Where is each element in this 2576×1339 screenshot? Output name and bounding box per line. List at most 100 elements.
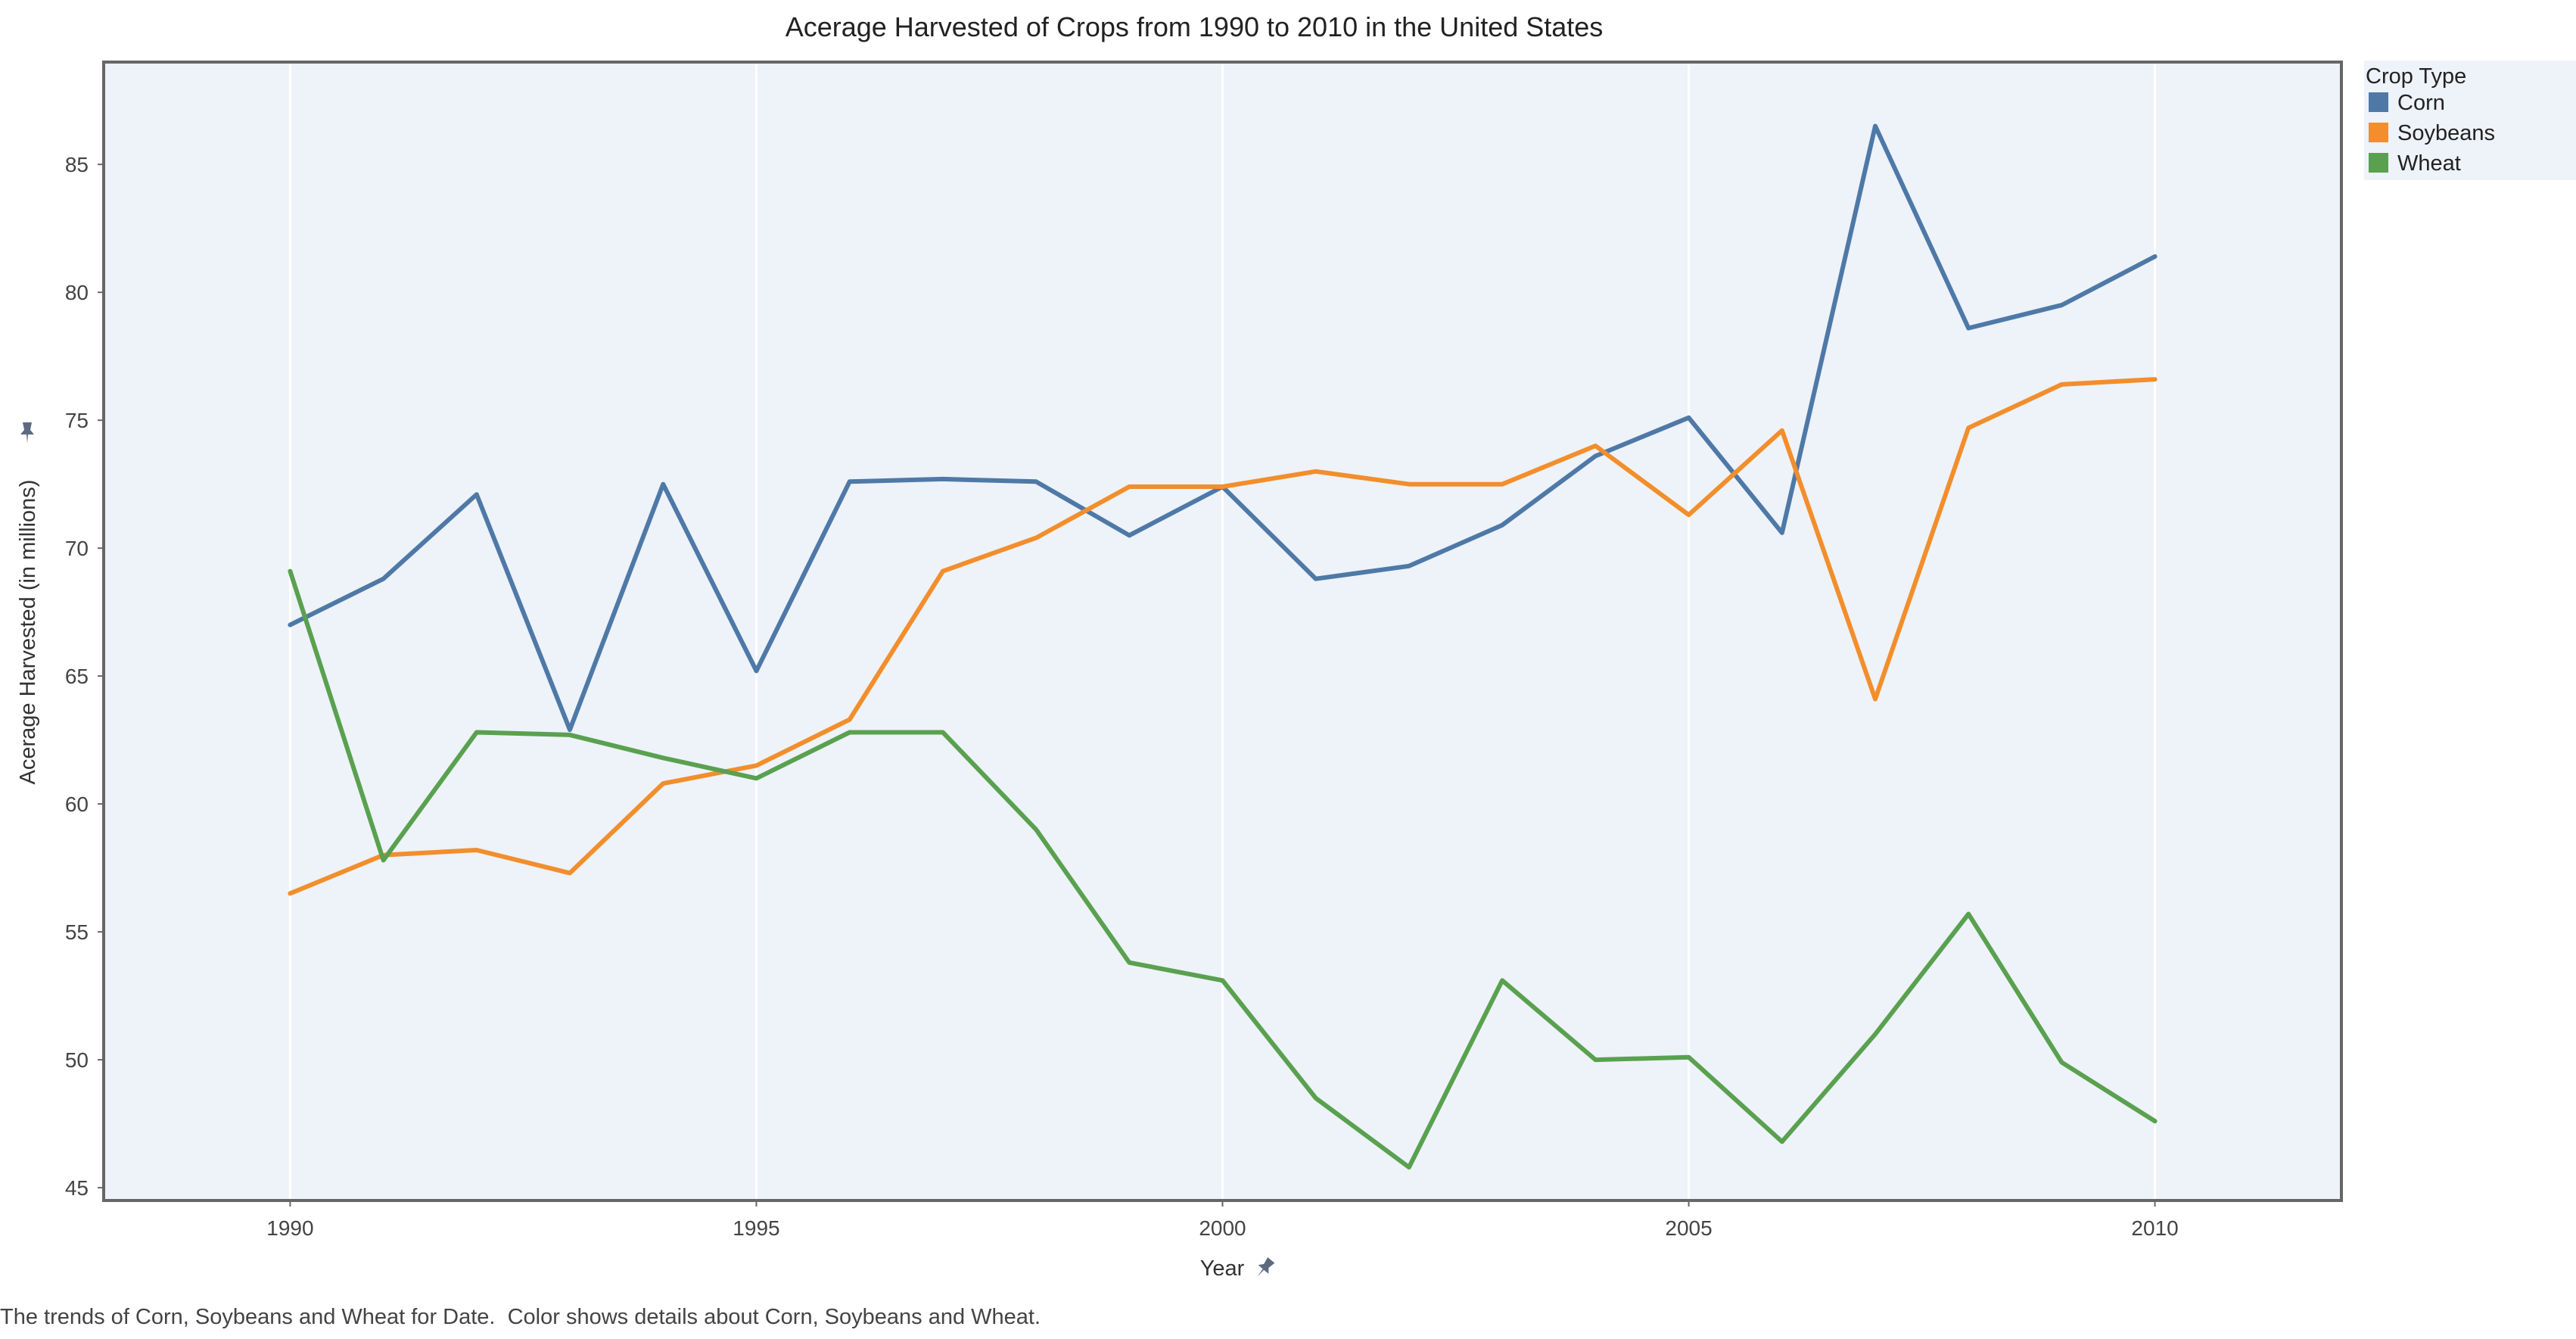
data-point-wheat[interactable] xyxy=(1682,1051,1696,1064)
data-point-corn[interactable] xyxy=(1495,518,1509,532)
x-axis-label: Year xyxy=(1200,1256,1245,1281)
data-point-wheat[interactable] xyxy=(2055,1055,2068,1069)
data-point-wheat[interactable] xyxy=(936,726,950,740)
data-point-corn[interactable] xyxy=(1868,119,1882,132)
data-point-wheat[interactable] xyxy=(1775,1135,1789,1148)
data-point-wheat[interactable] xyxy=(843,726,857,740)
legend-swatch-soybeans xyxy=(2369,123,2388,142)
data-point-wheat[interactable] xyxy=(1588,1053,1602,1067)
data-point-corn[interactable] xyxy=(2055,298,2068,312)
data-point-soybeans[interactable] xyxy=(1216,480,1230,494)
data-point-wheat[interactable] xyxy=(1309,1091,1323,1105)
data-point-corn[interactable] xyxy=(1402,559,1416,573)
data-point-wheat[interactable] xyxy=(1868,1027,1882,1041)
legend-label-wheat: Wheat xyxy=(2397,151,2461,176)
series-layer xyxy=(283,119,2162,1174)
data-point-wheat[interactable] xyxy=(2148,1114,2162,1128)
data-point-corn[interactable] xyxy=(283,618,297,632)
data-point-wheat[interactable] xyxy=(1495,973,1509,987)
y-axis-label: Acerage Harvested (in millions) xyxy=(16,480,40,785)
data-point-corn[interactable] xyxy=(2148,250,2162,263)
y-tick-label: 70 xyxy=(65,537,89,560)
legend-swatch-wheat xyxy=(2369,153,2388,173)
data-point-corn[interactable] xyxy=(470,487,484,501)
y-axis-title: Acerage Harvested (in millions) xyxy=(16,422,40,784)
data-point-wheat[interactable] xyxy=(1962,907,1975,920)
data-point-wheat[interactable] xyxy=(1216,973,1230,987)
chart-title: Acerage Harvested of Crops from 1990 to … xyxy=(786,11,1604,42)
data-point-soybeans[interactable] xyxy=(1868,693,1882,706)
data-point-soybeans[interactable] xyxy=(1682,508,1696,522)
data-point-soybeans[interactable] xyxy=(2055,378,2068,391)
x-tick-label: 1995 xyxy=(733,1216,779,1240)
y-tick-label: 85 xyxy=(65,153,89,176)
data-point-soybeans[interactable] xyxy=(1495,478,1509,491)
data-point-soybeans[interactable] xyxy=(1309,465,1323,478)
legend-item-corn[interactable]: Corn xyxy=(2369,91,2445,115)
data-point-corn[interactable] xyxy=(656,478,670,491)
x-tick-label: 1990 xyxy=(266,1216,313,1240)
data-point-soybeans[interactable] xyxy=(1775,424,1789,438)
y-tick-label: 60 xyxy=(65,793,89,816)
x-tick-label: 2010 xyxy=(2131,1216,2178,1240)
data-point-soybeans[interactable] xyxy=(1122,480,1136,494)
y-tick-label: 45 xyxy=(65,1176,89,1200)
y-tick-label: 80 xyxy=(65,281,89,304)
data-point-soybeans[interactable] xyxy=(2148,372,2162,386)
data-point-wheat[interactable] xyxy=(1029,823,1043,836)
data-point-soybeans[interactable] xyxy=(1402,478,1416,491)
pin-icon[interactable] xyxy=(1252,1256,1277,1281)
legend: Crop Type Corn Soybeans Wheat xyxy=(2364,61,2576,180)
y-tick-label: 75 xyxy=(65,409,89,432)
legend-background xyxy=(2364,61,2576,180)
legend-title: Crop Type xyxy=(2366,64,2466,89)
data-point-soybeans[interactable] xyxy=(843,713,857,727)
grid-layer xyxy=(288,64,2157,1199)
legend-swatch-corn xyxy=(2369,92,2388,112)
data-point-soybeans[interactable] xyxy=(1962,421,1975,434)
data-point-soybeans[interactable] xyxy=(1588,439,1602,453)
data-point-corn[interactable] xyxy=(1309,572,1323,586)
y-tick-label: 65 xyxy=(65,665,89,688)
data-point-corn[interactable] xyxy=(749,664,763,677)
legend-label-corn: Corn xyxy=(2397,91,2445,115)
data-point-corn[interactable] xyxy=(1775,526,1789,540)
data-point-corn[interactable] xyxy=(377,572,390,586)
data-point-wheat[interactable] xyxy=(470,726,484,740)
data-point-soybeans[interactable] xyxy=(283,886,297,900)
data-point-wheat[interactable] xyxy=(283,565,297,578)
data-point-wheat[interactable] xyxy=(656,751,670,764)
data-point-soybeans[interactable] xyxy=(470,843,484,857)
chart-caption: The trends of Corn, Soybeans and Wheat f… xyxy=(0,1305,1041,1329)
data-point-wheat[interactable] xyxy=(1402,1160,1416,1174)
data-point-corn[interactable] xyxy=(1122,528,1136,542)
data-point-wheat[interactable] xyxy=(563,728,577,742)
data-point-corn[interactable] xyxy=(1682,411,1696,425)
data-point-soybeans[interactable] xyxy=(656,777,670,790)
x-axis-title: Year xyxy=(1200,1256,1277,1281)
data-point-corn[interactable] xyxy=(936,472,950,486)
legend-label-soybeans: Soybeans xyxy=(2397,121,2495,145)
y-tick-label: 50 xyxy=(65,1048,89,1072)
data-point-soybeans[interactable] xyxy=(749,758,763,772)
series-line-wheat[interactable] xyxy=(288,568,2158,1170)
legend-item-wheat[interactable]: Wheat xyxy=(2369,151,2461,176)
data-point-wheat[interactable] xyxy=(377,853,390,867)
legend-item-soybeans[interactable]: Soybeans xyxy=(2369,121,2495,145)
data-point-soybeans[interactable] xyxy=(563,866,577,880)
legend-items: Corn Soybeans Wheat xyxy=(2369,91,2495,176)
data-point-corn[interactable] xyxy=(843,475,857,488)
pin-icon[interactable] xyxy=(20,422,34,444)
y-axis-ticks: 45 50 55 60 65 70 75 80 85 xyxy=(65,153,104,1200)
data-point-soybeans[interactable] xyxy=(1029,531,1043,545)
data-point-corn[interactable] xyxy=(1029,475,1043,488)
data-point-wheat[interactable] xyxy=(1122,956,1136,970)
y-tick-label: 55 xyxy=(65,920,89,944)
x-axis-ticks: 1990 1995 2000 2005 2010 xyxy=(266,1200,2179,1240)
data-point-soybeans[interactable] xyxy=(936,565,950,578)
data-point-wheat[interactable] xyxy=(749,771,763,785)
x-tick-label: 2005 xyxy=(1665,1216,1712,1240)
series-line-soybeans[interactable] xyxy=(288,377,2158,896)
data-point-corn[interactable] xyxy=(1962,321,1975,335)
